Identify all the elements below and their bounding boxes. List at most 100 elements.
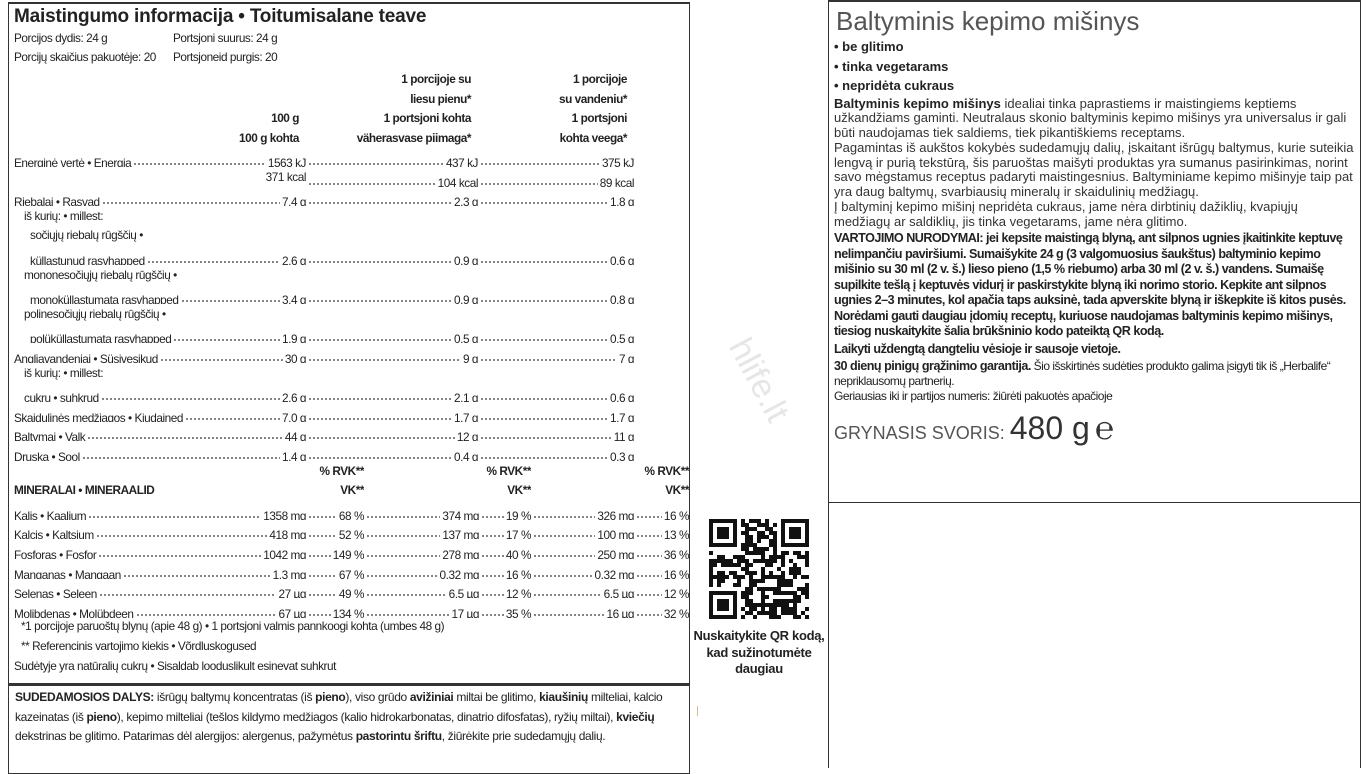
dot-leader xyxy=(88,500,262,520)
row-value: 49 % xyxy=(338,587,364,599)
nutrient-row: küllastunud rasvhapped 2,6 g 0,9 g 0,6 g xyxy=(14,246,634,265)
bullet-vegetarian: • tinka vegetarams xyxy=(834,58,949,74)
dot-leader xyxy=(636,598,662,618)
row-value: 67 µg xyxy=(278,606,306,618)
portions-lt: Porcijų skaičius pakuotėje: 20 xyxy=(14,50,156,64)
dot-leader xyxy=(480,442,608,461)
row-value: 104 kcal xyxy=(437,175,478,187)
dot-leader xyxy=(135,598,277,618)
row-cell: Molibdenas • Molübdeen 67 µg xyxy=(14,598,306,618)
dot-leader xyxy=(133,148,266,167)
row-value: 7,0 g xyxy=(282,410,306,422)
dot-leader xyxy=(122,559,271,579)
row-cell: 374 mg xyxy=(364,500,479,520)
portions-et: Portsjoneid purgis: 20 xyxy=(173,50,278,64)
row-label: Kalis • Kaalium xyxy=(14,508,87,520)
row-value: 2,3 g xyxy=(454,195,478,207)
row-cell: 12 % xyxy=(479,579,531,599)
row-value: 7,4 g xyxy=(282,195,306,207)
ingredient-text: pieno xyxy=(315,690,346,704)
row-value: 0,6 g xyxy=(610,391,634,403)
row-value: 137 mg xyxy=(442,528,479,540)
dot-leader xyxy=(81,442,280,461)
row-cell xyxy=(478,305,634,324)
ingredient-text: ), viso grūdo xyxy=(345,690,410,704)
row-value: % RVK** xyxy=(486,463,532,478)
row-label: iš kurių: • millest: xyxy=(24,365,104,380)
row-value: 1,4 g xyxy=(282,450,306,461)
row-value: 13 % xyxy=(663,528,689,540)
row-cell: 100 mg xyxy=(531,520,634,540)
nutrient-row: Energinė vertė • Energia 1563 kJ 437 kJ 375… xyxy=(14,148,634,167)
dot-leader xyxy=(481,559,504,579)
dot-leader xyxy=(481,579,504,599)
row-cell: cukrų • suhkrud 2,6 g xyxy=(14,383,306,403)
row-cell: 104 kcal xyxy=(306,167,478,187)
row-value: 250 mg xyxy=(597,548,634,559)
row-cell xyxy=(478,266,634,285)
column-header-100g: 100 g 100 g kohta xyxy=(239,109,299,148)
dot-leader xyxy=(366,540,441,559)
row-cell: 12 g xyxy=(306,422,478,442)
ingredient-text: kviečių xyxy=(616,709,655,724)
dot-leader xyxy=(480,285,608,305)
row-cell: iš kurių: • millest: xyxy=(14,207,306,226)
ingredient-text: avižiniai xyxy=(409,690,454,704)
dot-leader xyxy=(480,422,612,442)
row-label: Baltymai • Valk xyxy=(14,430,86,442)
row-cell: 68 % xyxy=(306,500,364,520)
row-value: % RVK** xyxy=(319,463,365,478)
mineral-row: Kalcis • Kaltsium 418 mg 52 % 137 mg 17 % 100… xyxy=(14,520,689,540)
row-cell: Kalis • Kaalium 1358 mg xyxy=(14,500,306,520)
dot-leader xyxy=(481,520,504,540)
row-value: 32 % xyxy=(663,606,689,618)
row-value: 0,8 g xyxy=(610,293,634,305)
row-cell xyxy=(306,266,478,285)
mineral-row: Molibdenas • Molübdeen 67 µg 134 % 17 µg 35 … xyxy=(14,598,689,618)
row-value: 16 % xyxy=(663,567,689,579)
dot-leader xyxy=(533,520,596,540)
row-value: 36 % xyxy=(663,548,689,559)
intro-text: idealiai tinka paprastiems ir maistingie… xyxy=(834,95,1347,140)
dot-leader xyxy=(308,246,452,265)
row-cell: 2,1 g xyxy=(306,383,478,403)
row-value: 1,9 g xyxy=(282,332,306,344)
dot-leader xyxy=(308,187,452,207)
intro-bold: Baltyminis kepimo mišinys xyxy=(834,95,1001,111)
column-header-line: kohta veega* xyxy=(559,130,628,145)
row-value: 9 g xyxy=(462,352,478,363)
row-value: 0,5 g xyxy=(454,332,478,344)
dot-leader xyxy=(308,167,436,187)
row-label: Druska • Sool xyxy=(14,450,80,461)
dot-leader xyxy=(480,344,617,363)
row-value: 0,9 g xyxy=(454,293,478,305)
row-label: cukrų • suhkrud xyxy=(24,391,99,403)
row-value: 35 % xyxy=(505,606,531,618)
column-header-water: 1 porcijoje su vandeniu* 1 portsjoni kohta … xyxy=(559,70,627,148)
dot-leader xyxy=(636,579,662,599)
nutrient-row: Baltymai • Valk 44 g 12 g 11 g xyxy=(14,422,634,442)
row-cell xyxy=(364,481,479,500)
column-header-line: 1 porcijoje su xyxy=(401,72,471,86)
row-cell xyxy=(478,364,634,383)
row-cell: 0,5 g xyxy=(478,324,634,344)
row-cell: 52 % xyxy=(306,520,364,540)
dot-leader xyxy=(636,500,662,520)
net-label: GRYNASIS SVORIS: xyxy=(834,423,1010,443)
ingredient-text: pastorintu šriftu xyxy=(355,729,442,743)
row-cell: 0,6 g xyxy=(478,383,634,403)
dot-leader xyxy=(533,598,605,618)
row-value: 100 mg xyxy=(597,528,634,540)
row-cell: 16 % xyxy=(634,500,689,520)
row-cell: % RVK** xyxy=(479,462,532,481)
dot-leader xyxy=(308,559,337,579)
dot-leader xyxy=(533,579,602,599)
rvk-header-row: % RVK** % RVK** % RVK** xyxy=(14,462,690,481)
row-value: 0,9 g xyxy=(454,254,478,265)
dot-leader xyxy=(480,324,608,344)
row-cell: 134 % xyxy=(306,598,364,618)
qr-code-icon[interactable] xyxy=(709,518,809,620)
row-label: Energinė vertė • Energia xyxy=(14,156,132,167)
blank-panel xyxy=(828,502,1361,768)
row-value: 0,3 g xyxy=(610,450,634,461)
